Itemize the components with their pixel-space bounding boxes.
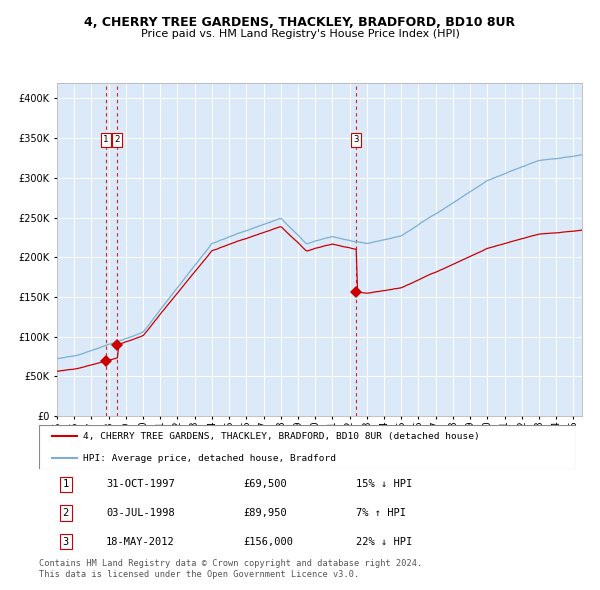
Text: 2: 2 [115, 135, 120, 144]
Text: 03-JUL-1998: 03-JUL-1998 [106, 508, 175, 518]
Text: Contains HM Land Registry data © Crown copyright and database right 2024.
This d: Contains HM Land Registry data © Crown c… [39, 559, 422, 579]
Text: 4, CHERRY TREE GARDENS, THACKLEY, BRADFORD, BD10 8UR: 4, CHERRY TREE GARDENS, THACKLEY, BRADFO… [85, 16, 515, 29]
Text: £156,000: £156,000 [243, 536, 293, 546]
Text: 1: 1 [103, 135, 109, 144]
Text: 18-MAY-2012: 18-MAY-2012 [106, 536, 175, 546]
Text: 1: 1 [63, 480, 69, 490]
Text: 7% ↑ HPI: 7% ↑ HPI [356, 508, 406, 518]
Text: 15% ↓ HPI: 15% ↓ HPI [356, 480, 412, 490]
Text: £69,500: £69,500 [243, 480, 287, 490]
Text: 3: 3 [63, 536, 69, 546]
Text: 22% ↓ HPI: 22% ↓ HPI [356, 536, 412, 546]
Text: 4, CHERRY TREE GARDENS, THACKLEY, BRADFORD, BD10 8UR (detached house): 4, CHERRY TREE GARDENS, THACKLEY, BRADFO… [83, 432, 480, 441]
Text: HPI: Average price, detached house, Bradford: HPI: Average price, detached house, Brad… [83, 454, 336, 463]
Text: 2: 2 [63, 508, 69, 518]
Text: 3: 3 [353, 135, 359, 144]
Text: Price paid vs. HM Land Registry's House Price Index (HPI): Price paid vs. HM Land Registry's House … [140, 30, 460, 39]
Text: 31-OCT-1997: 31-OCT-1997 [106, 480, 175, 490]
Text: £89,950: £89,950 [243, 508, 287, 518]
